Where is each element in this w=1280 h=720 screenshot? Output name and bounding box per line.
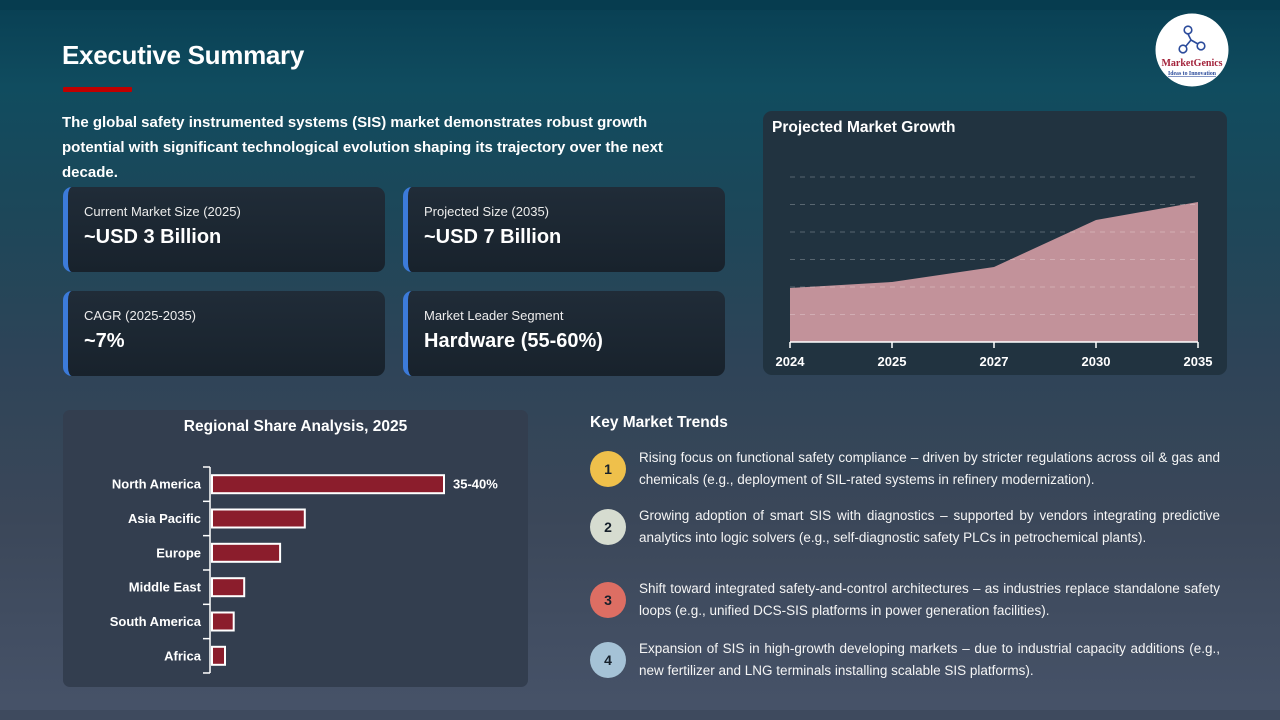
bar <box>211 474 445 495</box>
trend-number-badge: 1 <box>590 450 626 487</box>
top-border-strip <box>0 0 1280 10</box>
stat-label: Projected Size (2035) <box>424 204 550 219</box>
trend-number-badge: 4 <box>590 641 626 678</box>
logo-name: MarketGenics <box>1161 58 1222 69</box>
projected-growth-area-chart: 2024 2025 2027 2030 2035 <box>776 176 1213 369</box>
category-label: Africa <box>164 648 202 663</box>
category-label: South America <box>110 614 202 629</box>
logo-circle <box>1155 13 1229 87</box>
intro-line: decade. <box>62 164 118 181</box>
bottom-border-strip <box>0 710 1280 720</box>
trend-item-3: 3 Shift toward integrated safety-and-con… <box>590 578 1220 621</box>
trend-text: Shift toward integrated safety-and-contr… <box>639 581 1220 618</box>
stat-label: CAGR (2025-2035) <box>84 308 196 323</box>
page-title: Executive Summary <box>62 40 305 70</box>
stat-card-cagr: CAGR (2025-2035) ~7% <box>63 291 385 376</box>
category-label: Asia Pacific <box>128 511 201 526</box>
trend-number-badge: 2 <box>590 508 626 545</box>
x-axis-label: 2024 <box>776 354 806 369</box>
intro-paragraph: The global safety instrumented systems (… <box>62 110 663 185</box>
key-market-trends-title: Key Market Trends <box>590 414 728 431</box>
intro-line: The global safety instrumented systems (… <box>62 114 648 131</box>
intro-line: potential with significant technological… <box>62 139 663 156</box>
stat-card-current-size: Current Market Size (2025) ~USD 3 Billio… <box>63 187 385 272</box>
bar-value-label: 35-40% <box>453 477 498 492</box>
x-axis-label: 2035 <box>1184 354 1213 369</box>
title-underline <box>63 87 132 92</box>
bar <box>211 577 246 598</box>
bar <box>211 645 226 666</box>
trend-text: Rising focus on functional safety compli… <box>639 450 1220 487</box>
trend-item-2: 2 Growing adoption of smart SIS with dia… <box>590 505 1220 548</box>
stat-card-projected-size: Projected Size (2035) ~USD 7 Billion <box>403 187 725 272</box>
stat-value: ~USD 7 Billion <box>424 226 562 248</box>
trend-number-badge: 3 <box>590 581 626 618</box>
stat-card-grid: Current Market Size (2025) ~USD 3 Billio… <box>63 187 725 376</box>
marketgenics-logo: MarketGenics Ideas to Innovation <box>1155 13 1229 87</box>
projected-market-growth-card: Projected Market Growth 2024 2025 2027 2030… <box>763 111 1227 375</box>
category-label: Europe <box>156 545 201 560</box>
stat-value: Hardware (55-60%) <box>424 330 603 352</box>
stat-value: ~USD 3 Billion <box>84 226 222 248</box>
trend-text: Growing adoption of smart SIS with diagn… <box>639 508 1220 545</box>
x-axis-label: 2025 <box>878 354 907 369</box>
trend-item-1: 1 Rising focus on functional safety comp… <box>590 447 1220 490</box>
category-label: North America <box>112 477 202 492</box>
stat-label: Market Leader Segment <box>424 308 564 323</box>
category-label: Middle East <box>129 580 202 595</box>
stat-value: ~7% <box>84 330 125 352</box>
x-axis-label: 2030 <box>1082 354 1111 369</box>
bar <box>211 508 306 529</box>
regional-chart-title: Regional Share Analysis, 2025 <box>183 418 408 435</box>
growth-area-shape <box>790 202 1198 342</box>
molecule-icon <box>1178 25 1206 54</box>
regional-share-card: Regional Share Analysis, 2025 North Amer… <box>63 410 528 687</box>
logo-tagline: Ideas to Innovation <box>1168 71 1217 77</box>
bar <box>211 611 235 632</box>
x-axis-label: 2027 <box>980 354 1009 369</box>
bar <box>211 542 282 563</box>
trend-text: Expansion of SIS in high-growth developi… <box>639 641 1220 678</box>
growth-chart-title: Projected Market Growth <box>772 119 956 136</box>
stat-label: Current Market Size (2025) <box>84 204 241 219</box>
regional-share-bar-chart: North America 35-40% Asia Pacific Europe Mid… <box>110 466 498 674</box>
stat-card-leader-segment: Market Leader Segment Hardware (55-60%) <box>403 291 725 376</box>
trend-item-4: 4 Expansion of SIS in high-growth develo… <box>590 638 1220 681</box>
